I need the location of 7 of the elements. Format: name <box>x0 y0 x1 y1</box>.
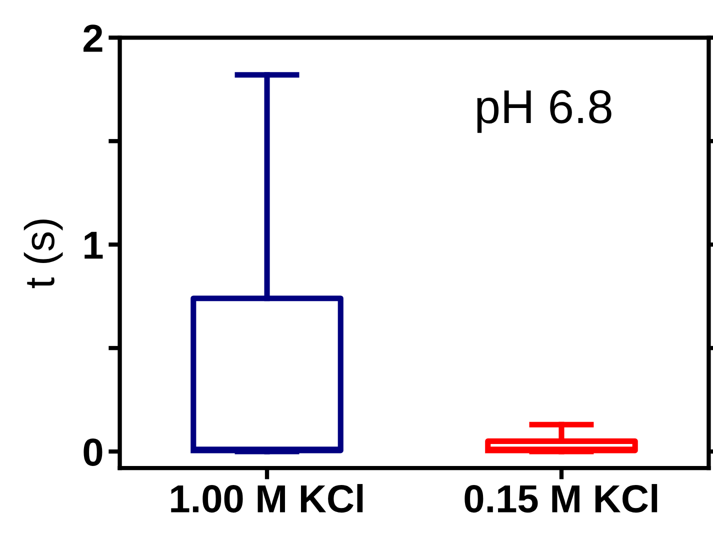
y-axis-title: t (s) <box>24 220 63 288</box>
x-tick-label: 0.15 M KCl <box>464 484 658 513</box>
y-tick-label: 1 <box>84 232 103 259</box>
y-tick-label: 0 <box>84 438 102 466</box>
annotation: pH 6.8 <box>477 90 612 133</box>
y-tick-label: 2 <box>84 24 102 52</box>
x-tick-label: 1.00 M KCl <box>171 484 363 513</box>
